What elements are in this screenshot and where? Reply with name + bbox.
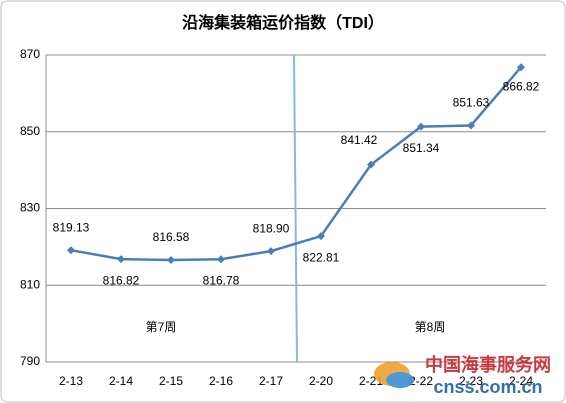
x-tick-label: 2-20 (309, 374, 333, 388)
data-label: 816.78 (203, 273, 240, 287)
y-tick-label: 830 (20, 201, 40, 215)
data-label: 851.34 (403, 141, 440, 155)
data-label: 819.13 (53, 220, 90, 234)
x-tick-label: 2-16 (209, 374, 233, 388)
x-tick-label: 2-17 (259, 374, 283, 388)
marker (117, 255, 125, 264)
marker (317, 232, 325, 241)
y-tick-label: 870 (20, 47, 40, 61)
x-tick-label: 2-24 (509, 374, 533, 388)
y-tick-label: 790 (20, 354, 40, 368)
x-tick-label: 2-13 (59, 374, 83, 388)
marker (267, 247, 275, 256)
watermark: 中国海事服务网 cnss.com.cn (374, 354, 551, 397)
marker (467, 121, 475, 130)
annotation: 第7周 (146, 320, 177, 334)
data-label: 851.63 (453, 96, 490, 110)
data-label: 866.82 (503, 79, 540, 93)
marker (67, 246, 75, 255)
y-tick-label: 850 (20, 124, 40, 138)
week-divider (293, 54, 298, 363)
watermark-text: 中国海事服务网 (425, 354, 551, 375)
chart-title: 沿海集装箱运价指数（TDI） (182, 13, 384, 32)
y-tick-label: 810 (20, 277, 40, 291)
data-label: 816.82 (103, 273, 140, 287)
x-tick-label: 2-15 (159, 374, 183, 388)
data-label: 818.90 (253, 221, 290, 235)
marker (367, 160, 375, 169)
marker (517, 63, 525, 72)
marker (217, 255, 225, 264)
watermark-logo (386, 372, 414, 388)
marker (417, 122, 425, 131)
annotation: 第8周 (415, 320, 446, 334)
series-line (70, 66, 522, 262)
marker (167, 255, 175, 264)
watermark-text: cnss.com.cn (433, 377, 542, 397)
data-label: 816.58 (153, 230, 190, 244)
x-tick-label: 2-23 (459, 374, 483, 388)
data-label: 822.81 (303, 250, 340, 264)
x-tick-label: 2-22 (409, 374, 433, 388)
data-label: 841.42 (341, 133, 378, 147)
x-tick-label: 2-14 (109, 374, 133, 388)
